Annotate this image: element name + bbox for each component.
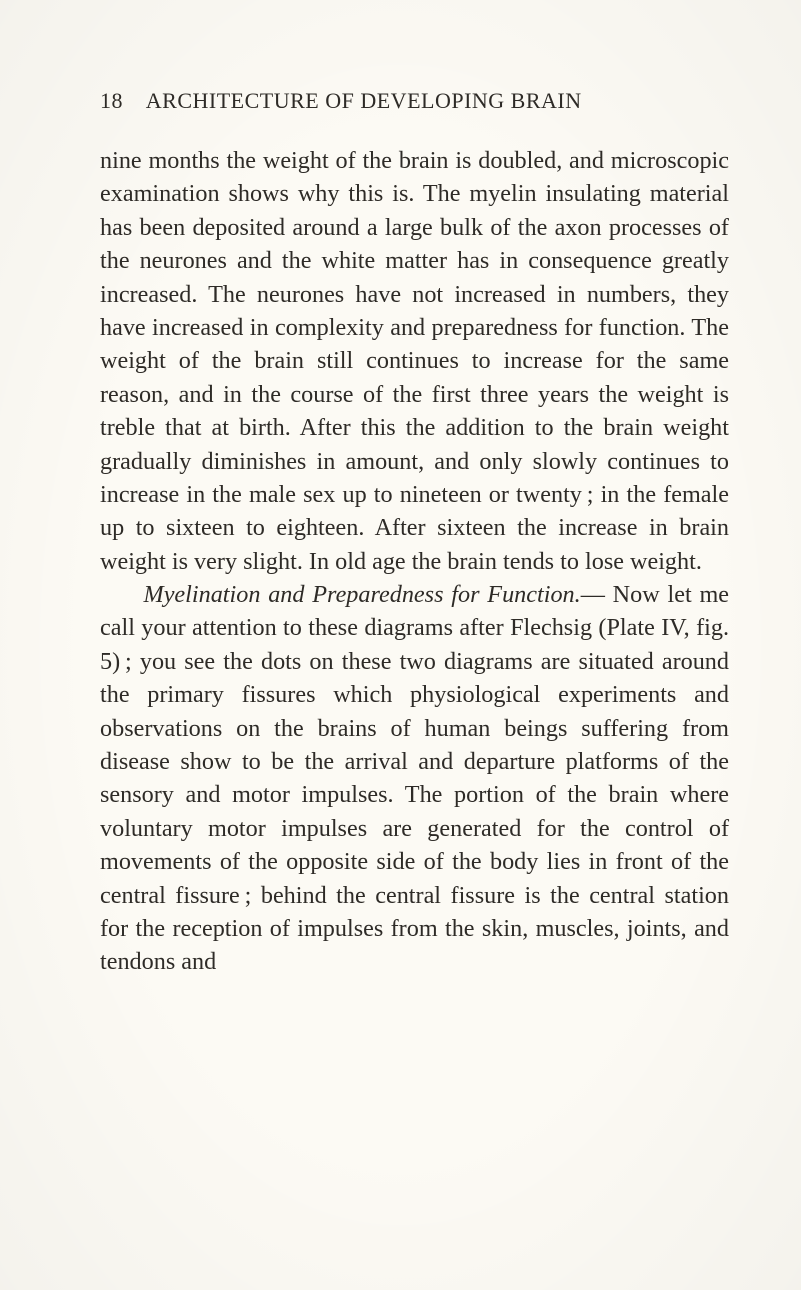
paragraph-1: nine months the weight of the brain is d…: [100, 144, 729, 578]
page-number: 18: [100, 88, 123, 113]
paragraph-2-body: Now let me call your attention to these …: [100, 581, 729, 975]
paragraph-1-text: nine months the weight of the brain is d…: [100, 147, 729, 575]
book-page: 18 ARCHITECTURE OF DEVELOPING BRAIN nine…: [0, 0, 801, 1290]
paragraph-2-heading: Myelination and Preparedness for Functio…: [144, 581, 581, 608]
paragraph-2-dash: —: [581, 581, 605, 608]
body-text: nine months the weight of the brain is d…: [100, 144, 729, 979]
paragraph-2: Myelination and Preparedness for Functio…: [100, 578, 729, 979]
page-header: 18 ARCHITECTURE OF DEVELOPING BRAIN: [100, 88, 729, 114]
running-head: ARCHITECTURE OF DEVELOPING BRAIN: [146, 88, 582, 113]
